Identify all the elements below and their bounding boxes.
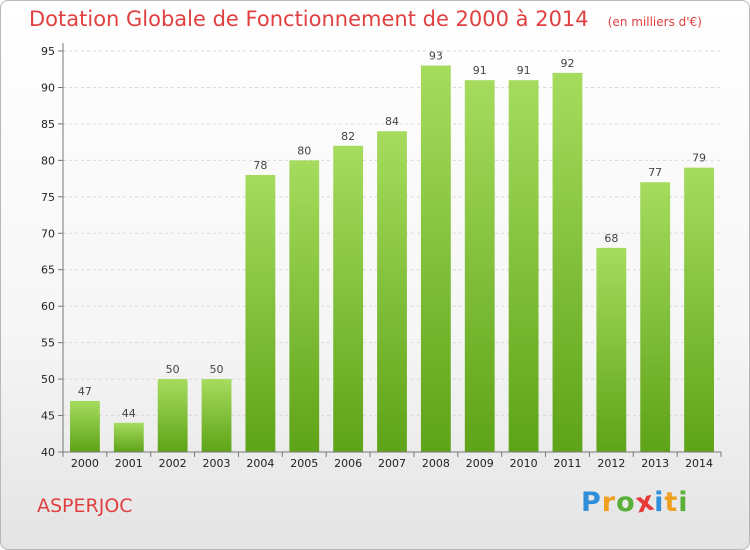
x-tick-label-2009: 2009 bbox=[466, 457, 494, 470]
value-label-2001: 44 bbox=[122, 407, 136, 420]
value-label-2012: 68 bbox=[604, 232, 618, 245]
commune-name: ASPERJOC bbox=[37, 495, 133, 517]
value-label-2000: 47 bbox=[78, 385, 92, 398]
y-tick-label: 80 bbox=[41, 154, 55, 167]
bar-2005 bbox=[289, 160, 320, 452]
value-label-2005: 80 bbox=[297, 144, 311, 157]
value-label-2007: 84 bbox=[385, 115, 399, 128]
logo-letter: r bbox=[601, 487, 617, 518]
value-label-2004: 78 bbox=[253, 159, 267, 172]
bar-2002 bbox=[157, 379, 188, 452]
bar-2013 bbox=[640, 182, 671, 452]
x-tick-label-2013: 2013 bbox=[641, 457, 669, 470]
y-tick-label: 65 bbox=[41, 264, 55, 277]
bar-2009 bbox=[464, 80, 495, 452]
value-label-2010: 91 bbox=[517, 64, 531, 77]
labels: 40 45 50 55 60 65 70 75 80 85 90 95 47 2000 44 2001 50 20… bbox=[41, 45, 713, 470]
axes bbox=[58, 43, 722, 457]
x-tick-label-2005: 2005 bbox=[290, 457, 318, 470]
bar-2008 bbox=[420, 65, 451, 452]
x-tick-label-2014: 2014 bbox=[685, 457, 713, 470]
bar-2012 bbox=[596, 247, 627, 452]
proxiti-logo: Proxiti bbox=[581, 485, 689, 519]
y-tick-label: 70 bbox=[41, 227, 55, 240]
value-label-2008: 93 bbox=[429, 50, 443, 63]
logo-letter: P bbox=[581, 487, 602, 518]
value-label-2002: 50 bbox=[166, 363, 180, 376]
bar-2001 bbox=[113, 422, 144, 452]
value-label-2013: 77 bbox=[648, 166, 662, 179]
y-tick-label: 95 bbox=[41, 45, 55, 58]
logo-letter: o bbox=[616, 487, 636, 518]
y-tick-label: 85 bbox=[41, 118, 55, 131]
y-tick-label: 55 bbox=[41, 337, 55, 350]
bar-2011 bbox=[552, 72, 583, 452]
x-tick-label-2006: 2006 bbox=[334, 457, 362, 470]
bar-2007 bbox=[377, 131, 407, 452]
x-tick-label-2012: 2012 bbox=[597, 457, 625, 470]
bar-2010 bbox=[508, 80, 539, 452]
x-tick-label-2001: 2001 bbox=[115, 457, 143, 470]
y-tick-label: 75 bbox=[41, 191, 55, 204]
x-tick-label-2011: 2011 bbox=[553, 457, 581, 470]
x-tick-label-2010: 2010 bbox=[510, 457, 538, 470]
y-tick-label: 60 bbox=[41, 300, 55, 313]
chart-subtitle: (en milliers d'€) bbox=[607, 15, 702, 29]
y-tick-label: 45 bbox=[41, 410, 55, 423]
y-tick-label: 90 bbox=[41, 81, 55, 94]
x-tick-label-2007: 2007 bbox=[378, 457, 406, 470]
chart-title-block: Dotation Globale de Fonctionnement de 20… bbox=[29, 7, 702, 31]
chart-title: Dotation Globale de Fonctionnement de 20… bbox=[29, 7, 589, 31]
bar-2006 bbox=[333, 145, 364, 453]
logo-letter: i bbox=[654, 487, 665, 518]
y-tick-label: 40 bbox=[41, 446, 55, 459]
bar-2004 bbox=[245, 174, 276, 453]
value-label-2003: 50 bbox=[210, 363, 224, 376]
bars bbox=[70, 65, 714, 453]
logo-letter: t bbox=[664, 487, 679, 518]
y-tick-label: 50 bbox=[41, 373, 55, 386]
value-label-2006: 82 bbox=[341, 130, 355, 143]
x-tick-label-2004: 2004 bbox=[246, 457, 274, 470]
x-tick-label-2002: 2002 bbox=[159, 457, 187, 470]
value-label-2009: 91 bbox=[473, 64, 487, 77]
logo-letter: i bbox=[678, 487, 689, 518]
value-label-2011: 92 bbox=[560, 57, 574, 70]
x-tick-label-2008: 2008 bbox=[422, 457, 450, 470]
bar-2014 bbox=[684, 167, 714, 452]
bar-2003 bbox=[201, 379, 232, 452]
bar-2000 bbox=[70, 400, 100, 452]
value-label-2014: 79 bbox=[692, 152, 706, 165]
x-tick-label-2003: 2003 bbox=[203, 457, 231, 470]
x-tick-label-2000: 2000 bbox=[71, 457, 99, 470]
